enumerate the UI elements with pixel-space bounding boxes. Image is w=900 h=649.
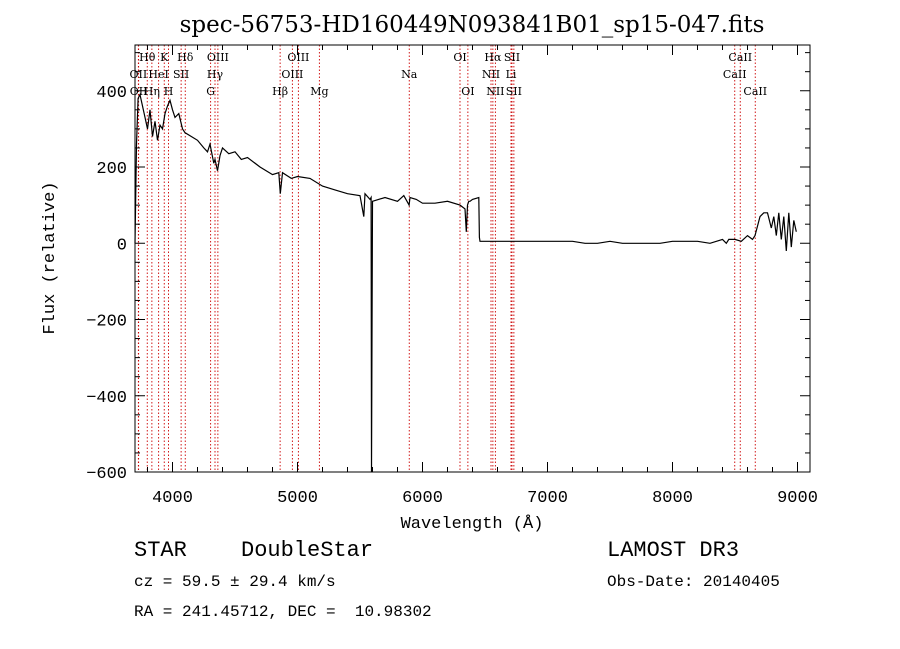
x-tick-label: 8000 — [652, 489, 693, 508]
y-tick-label: 0 — [117, 236, 127, 255]
line-label: Hθ — [139, 51, 156, 64]
x-axis-label: Wavelength (Å) — [401, 515, 544, 534]
x-tick-label: 6000 — [402, 489, 443, 508]
line-label: SII — [504, 51, 520, 64]
line-label: G — [206, 85, 215, 98]
observation-date: Obs-Date: 20140405 — [607, 573, 780, 591]
coordinates: RA = 241.45712, DEC = 10.98302 — [134, 603, 432, 621]
line-label: H — [164, 85, 174, 98]
object-class: STAR — [134, 538, 187, 563]
line-label: OII — [130, 68, 148, 81]
line-label: OIII — [287, 51, 309, 64]
y-tick-label: −600 — [86, 465, 127, 484]
line-label: Mg — [310, 85, 328, 98]
y-tick-label: −200 — [86, 313, 127, 332]
line-label: Na — [401, 68, 418, 81]
line-label: K — [160, 51, 169, 64]
y-axis-label: Flux (relative) — [41, 181, 60, 334]
object-subclass: DoubleStar — [241, 538, 374, 563]
y-axis-ticks: −600 −400 −200 0 200 400 — [86, 52, 810, 484]
line-label: Hγ — [207, 68, 224, 81]
line-label: OI — [453, 51, 466, 64]
line-label: NII — [482, 68, 500, 81]
line-label: Hα — [484, 51, 502, 64]
redshift-info: cz = 59.5 ± 29.4 km/s — [134, 573, 336, 591]
x-axis-ticks: 4000 5000 6000 7000 8000 9000 — [147, 45, 818, 508]
line-label: OIII — [207, 51, 229, 64]
line-label: CaII — [728, 51, 752, 64]
line-label: CaII — [723, 68, 747, 81]
x-tick-label: 5000 — [277, 489, 318, 508]
x-tick-label: 7000 — [527, 489, 568, 508]
y-tick-label: 400 — [96, 84, 127, 103]
line-label: CaII — [743, 85, 767, 98]
plot-frame — [134, 44, 811, 473]
line-label: NII — [486, 85, 504, 98]
line-label: OIII — [281, 68, 303, 81]
line-label: SII — [506, 85, 522, 98]
spectral-line-markers — [137, 45, 756, 472]
line-label: Li — [506, 68, 517, 81]
chart-title: spec-56753-HD160449N093841B01_sp15-047.f… — [180, 12, 765, 38]
line-label: Hβ — [272, 85, 288, 98]
line-label: OII — [130, 85, 148, 98]
y-tick-label: 200 — [96, 160, 127, 179]
x-tick-label: 4000 — [152, 489, 193, 508]
line-label: OI — [461, 85, 474, 98]
line-label: Hη — [144, 85, 160, 98]
y-tick-label: −400 — [86, 389, 127, 408]
line-label: SII — [173, 68, 189, 81]
line-label: HeI — [148, 68, 168, 81]
survey-name: LAMOST DR3 — [607, 538, 740, 563]
x-tick-label: 9000 — [777, 489, 818, 508]
spectrum-line — [134, 92, 797, 473]
line-label: Hδ — [177, 51, 194, 64]
